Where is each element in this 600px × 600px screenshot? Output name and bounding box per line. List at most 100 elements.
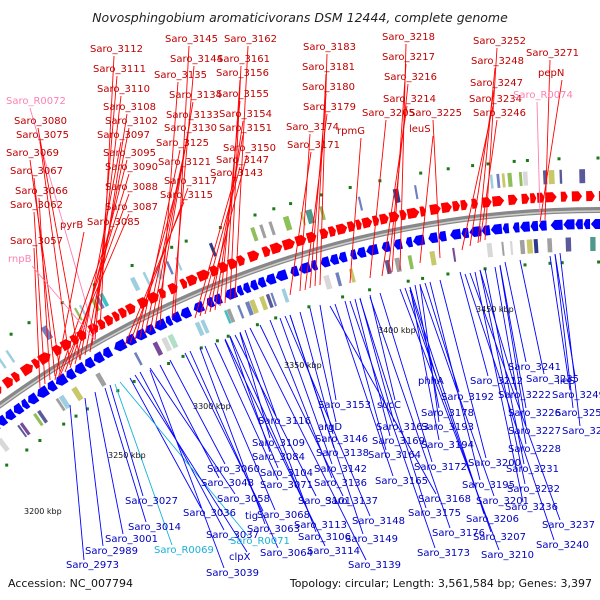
forward-gene-label: Saro_3121 (158, 157, 211, 168)
forward-gene-arrow (336, 224, 348, 235)
outer-feature-tick (185, 240, 188, 243)
reverse-gene-label: Saro_3153 (318, 400, 371, 411)
reverse-leader-line (520, 260, 544, 374)
reverse-gene-arrow (214, 293, 223, 304)
inner-feature-tick (407, 280, 410, 283)
reverse-gene-arrow (181, 307, 192, 319)
reverse-gene-label: Saro_3138 (316, 448, 369, 459)
cog-block-outer (523, 172, 529, 186)
forward-gene-label: Saro_R0074 (513, 90, 573, 101)
reverse-gene-label: Saro_3255 (555, 408, 600, 419)
forward-gene-label: Saro_3143 (210, 168, 263, 179)
forward-gene-label: Saro_3252 (473, 36, 526, 47)
reverse-gene-label: Saro_3194 (421, 440, 474, 451)
cog-block-outer (130, 277, 140, 292)
forward-gene-label: Saro_3144 (170, 54, 223, 65)
accession-text: Accession: NC_007794 (8, 577, 133, 590)
forward-gene-label: Saro_3161 (217, 54, 270, 65)
cog-block-inner (281, 288, 289, 303)
forward-gene-arrow (452, 201, 460, 212)
reverse-gene-label: Saro_3148 (352, 516, 405, 527)
map-title: Novosphingobium aromaticivorans DSM 1244… (92, 10, 508, 25)
forward-gene-label: Saro_3069 (6, 148, 59, 159)
genome-map: 3200 kbp 3250 kbp 3300 kbp 3350 kbp 3400 kbp… (0, 0, 600, 600)
cog-block-inner (534, 239, 539, 253)
reverse-gene-label: Saro_3104 (260, 468, 313, 479)
reverse-gene-label: Saro_3027 (125, 496, 178, 507)
reverse-gene-arrow (584, 219, 591, 229)
outer-feature-tick (447, 167, 450, 170)
reverse-gene-label: Saro_3109 (252, 438, 305, 449)
outer-feature-tick (131, 264, 134, 267)
reverse-gene-arrow (450, 229, 461, 240)
forward-gene-arrow (399, 210, 406, 221)
forward-gene-label: Saro_3171 (287, 140, 340, 151)
cog-block-outer (259, 224, 266, 238)
outer-feature-tick (419, 172, 422, 175)
forward-gene-label: Saro_3112 (90, 44, 143, 55)
forward-gene-label: Saro_R0072 (6, 96, 66, 107)
forward-gene-label: Saro_3097 (97, 130, 150, 141)
forward-gene-arrow (441, 202, 452, 213)
cog-block-inner (71, 386, 83, 401)
inner-feature-tick (182, 355, 185, 358)
forward-gene-label: Saro_3075 (16, 130, 69, 141)
forward-gene-label: Saro_3151 (219, 123, 272, 134)
outer-feature-tick (272, 207, 275, 210)
forward-gene-label: Saro_3130 (164, 123, 217, 134)
forward-leader-line (382, 106, 407, 276)
cog-block-outer (143, 272, 151, 286)
cog-block-inner (323, 275, 332, 290)
forward-gene-arrow (328, 226, 336, 237)
outer-feature-tick (170, 246, 173, 249)
forward-gene-arrow (482, 197, 492, 208)
forward-gene-label: pyrB (60, 220, 83, 231)
forward-gene-arrow (545, 192, 557, 202)
inner-feature-tick (256, 323, 259, 326)
cog-block-outer (559, 170, 562, 184)
forward-gene-arrow (319, 228, 328, 239)
inner-feature-tick (341, 295, 344, 298)
outer-feature-tick (558, 157, 561, 160)
reverse-gene-label: Saro_3142 (314, 464, 367, 475)
reverse-gene-label: Saro_3164 (368, 450, 421, 461)
reverse-gene-arrow (299, 262, 312, 274)
forward-gene-label: pepN (538, 68, 564, 79)
reverse-gene-label: Saro_3139 (348, 560, 401, 571)
reverse-leader-line (500, 266, 526, 426)
forward-gene-label: Saro_3147 (216, 155, 269, 166)
reverse-gene-label: Saro_R0069 (154, 545, 214, 556)
reverse-gene-arrow (103, 347, 113, 359)
outer-feature-tick (349, 186, 352, 189)
inner-feature-tick (368, 288, 371, 291)
reverse-gene-label: Saro_3236 (505, 502, 558, 513)
reverse-gene-label: Saro_3231 (506, 464, 559, 475)
forward-gene-label: Saro_3179 (303, 102, 356, 113)
reverse-gene-label: clpX (229, 552, 251, 563)
reverse-gene-arrow (258, 277, 267, 288)
forward-gene-label: Saro_3225 (409, 108, 462, 119)
reverse-gene-arrow (551, 220, 563, 230)
reverse-gene-label: Saro_3226 (508, 408, 561, 419)
cog-block-outer (548, 170, 555, 184)
forward-gene-arrow (492, 196, 504, 207)
outer-feature-tick (526, 159, 529, 162)
cog-block-outer (579, 169, 585, 183)
reverse-leader-line (110, 385, 143, 496)
reverse-gene-arrow (330, 254, 339, 265)
forward-gene-label: Saro_3145 (165, 34, 218, 45)
forward-gene-label: Saro_3095 (103, 148, 156, 159)
forward-gene-arrow (294, 235, 306, 247)
reverse-gene-label: phhA (418, 376, 444, 387)
forward-gene-label: Saro_3271 (526, 48, 579, 59)
cog-block-inner (590, 237, 595, 251)
reverse-gene-arrow (266, 273, 277, 285)
reverse-gene-arrow (225, 287, 238, 299)
reverse-gene-label: Saro_3060 (207, 464, 260, 475)
reverse-gene-label: Saro_3146 (315, 434, 368, 445)
forward-gene-arrow (572, 191, 582, 201)
inner-feature-tick (227, 335, 230, 338)
inner-feature-tick (5, 464, 8, 467)
inner-feature-tick (216, 339, 219, 342)
outer-feature-tick (513, 160, 516, 163)
